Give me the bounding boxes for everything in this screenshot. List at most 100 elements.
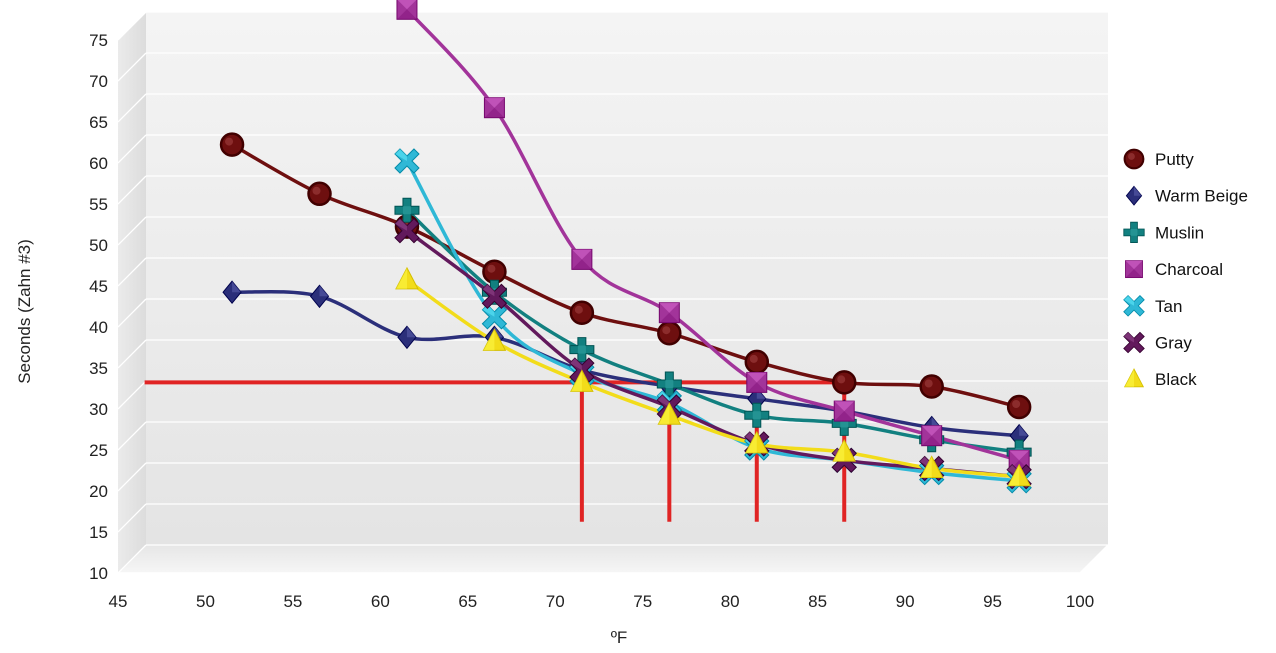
data-point-black (482, 328, 507, 351)
marker-highlight (752, 411, 761, 420)
y-tick-label: 20 (89, 482, 108, 501)
marker-body (569, 300, 595, 325)
marker-facet (659, 312, 680, 323)
marker-body (744, 349, 770, 375)
data-point-muslin (744, 402, 770, 428)
series-markers (219, 0, 1032, 494)
gridline-side (117, 52, 147, 82)
data-point-black (919, 455, 944, 478)
data-point-putty (569, 300, 595, 325)
marker-body (482, 328, 507, 351)
data-point-charcoal (921, 425, 943, 447)
data-point-warm-beige (397, 325, 417, 350)
y-tick-label: 10 (89, 564, 108, 583)
side-wall (118, 12, 146, 573)
back-wall (146, 12, 1108, 545)
data-point-tan (394, 148, 420, 174)
marker-highlight (394, 149, 407, 161)
data-point-putty (219, 132, 245, 157)
y-tick-label: 75 (89, 31, 108, 50)
gridline-side (117, 175, 147, 205)
marker-highlight (483, 329, 495, 351)
legend-label: Black (1155, 370, 1197, 389)
gridline-side (117, 462, 147, 492)
data-point-charcoal (833, 400, 855, 422)
data-point-charcoal (658, 302, 680, 324)
legend: Putty Warm Beige Muslin Charcoal Tan Gray Blac… (1123, 148, 1248, 389)
x-tick-label: 75 (633, 592, 652, 611)
x-tick-label: 90 (896, 592, 915, 611)
y-tick-label: 15 (89, 523, 108, 542)
legend-label: Gray (1155, 334, 1192, 353)
marker-facet (484, 107, 505, 118)
marker-facet (571, 259, 592, 270)
marker-highlight (658, 403, 670, 425)
data-point-black (395, 266, 419, 290)
marker-body (396, 0, 418, 20)
y-tick-label: 50 (89, 236, 108, 255)
marker-facet (1125, 269, 1143, 278)
data-point-black (570, 369, 594, 392)
gridline-side (117, 339, 147, 369)
marker-body (744, 402, 770, 428)
marker-facet (834, 401, 855, 412)
legend-label: Putty (1155, 150, 1194, 169)
legend-label: Muslin (1155, 223, 1204, 242)
marker-body (1123, 221, 1145, 244)
marker-facet (484, 97, 505, 108)
x-tick-label: 55 (283, 592, 302, 611)
y-axis-title: Seconds (Zahn #3) (15, 239, 34, 384)
legend-item-putty: Putty (1123, 148, 1194, 170)
legend-marker-warm-beige (1125, 185, 1143, 206)
marker-body (1123, 148, 1145, 170)
y-tick-label: 60 (89, 154, 108, 173)
legend-label: Tan (1155, 297, 1182, 316)
floor-right-edge (1079, 544, 1109, 574)
marker-highlight (1123, 332, 1134, 343)
data-point-warm-beige (309, 284, 330, 309)
marker-facet (396, 9, 417, 20)
floor (118, 545, 1108, 573)
marker-facet (921, 435, 942, 446)
marker-facet (397, 0, 417, 10)
data-point-black (657, 402, 682, 425)
marker-facet (746, 382, 767, 393)
marker-highlight (931, 416, 941, 428)
marker-body (219, 132, 245, 157)
x-tick-label: 95 (983, 592, 1002, 611)
legend-item-tan: Tan (1123, 294, 1182, 317)
data-point-charcoal (396, 0, 418, 20)
gridline-side (117, 134, 147, 164)
marker-facet (1009, 450, 1030, 461)
marker-body (1123, 368, 1145, 388)
data-point-putty (919, 374, 944, 399)
marker-highlight (924, 379, 933, 388)
y-tick-label: 45 (89, 277, 108, 296)
marker-body (832, 439, 857, 462)
marker-highlight (574, 305, 583, 314)
x-tick-label: 85 (808, 592, 827, 611)
marker-body (1007, 463, 1031, 487)
marker-highlight (1123, 295, 1134, 306)
marker-body (482, 259, 507, 284)
marker-highlight (1130, 229, 1138, 236)
marker-facet (921, 425, 942, 436)
marker-highlight (395, 267, 407, 289)
marker-body (744, 430, 769, 454)
data-point-putty (307, 181, 332, 207)
legend-marker-putty (1123, 148, 1145, 170)
marker-highlight (1012, 400, 1021, 408)
marker-highlight (312, 186, 321, 195)
data-point-charcoal (483, 97, 505, 119)
marker-highlight (570, 370, 582, 392)
legend-label: Warm Beige (1155, 187, 1248, 206)
marker-highlight (833, 440, 845, 462)
marker-body (657, 402, 682, 425)
x-tick-label: 65 (458, 592, 477, 611)
x-tick-label: 100 (1066, 592, 1094, 611)
marker-highlight (319, 285, 329, 297)
series-line-warm-beige (230, 289, 1021, 438)
marker-highlight (569, 358, 582, 371)
marker-highlight (662, 326, 671, 335)
